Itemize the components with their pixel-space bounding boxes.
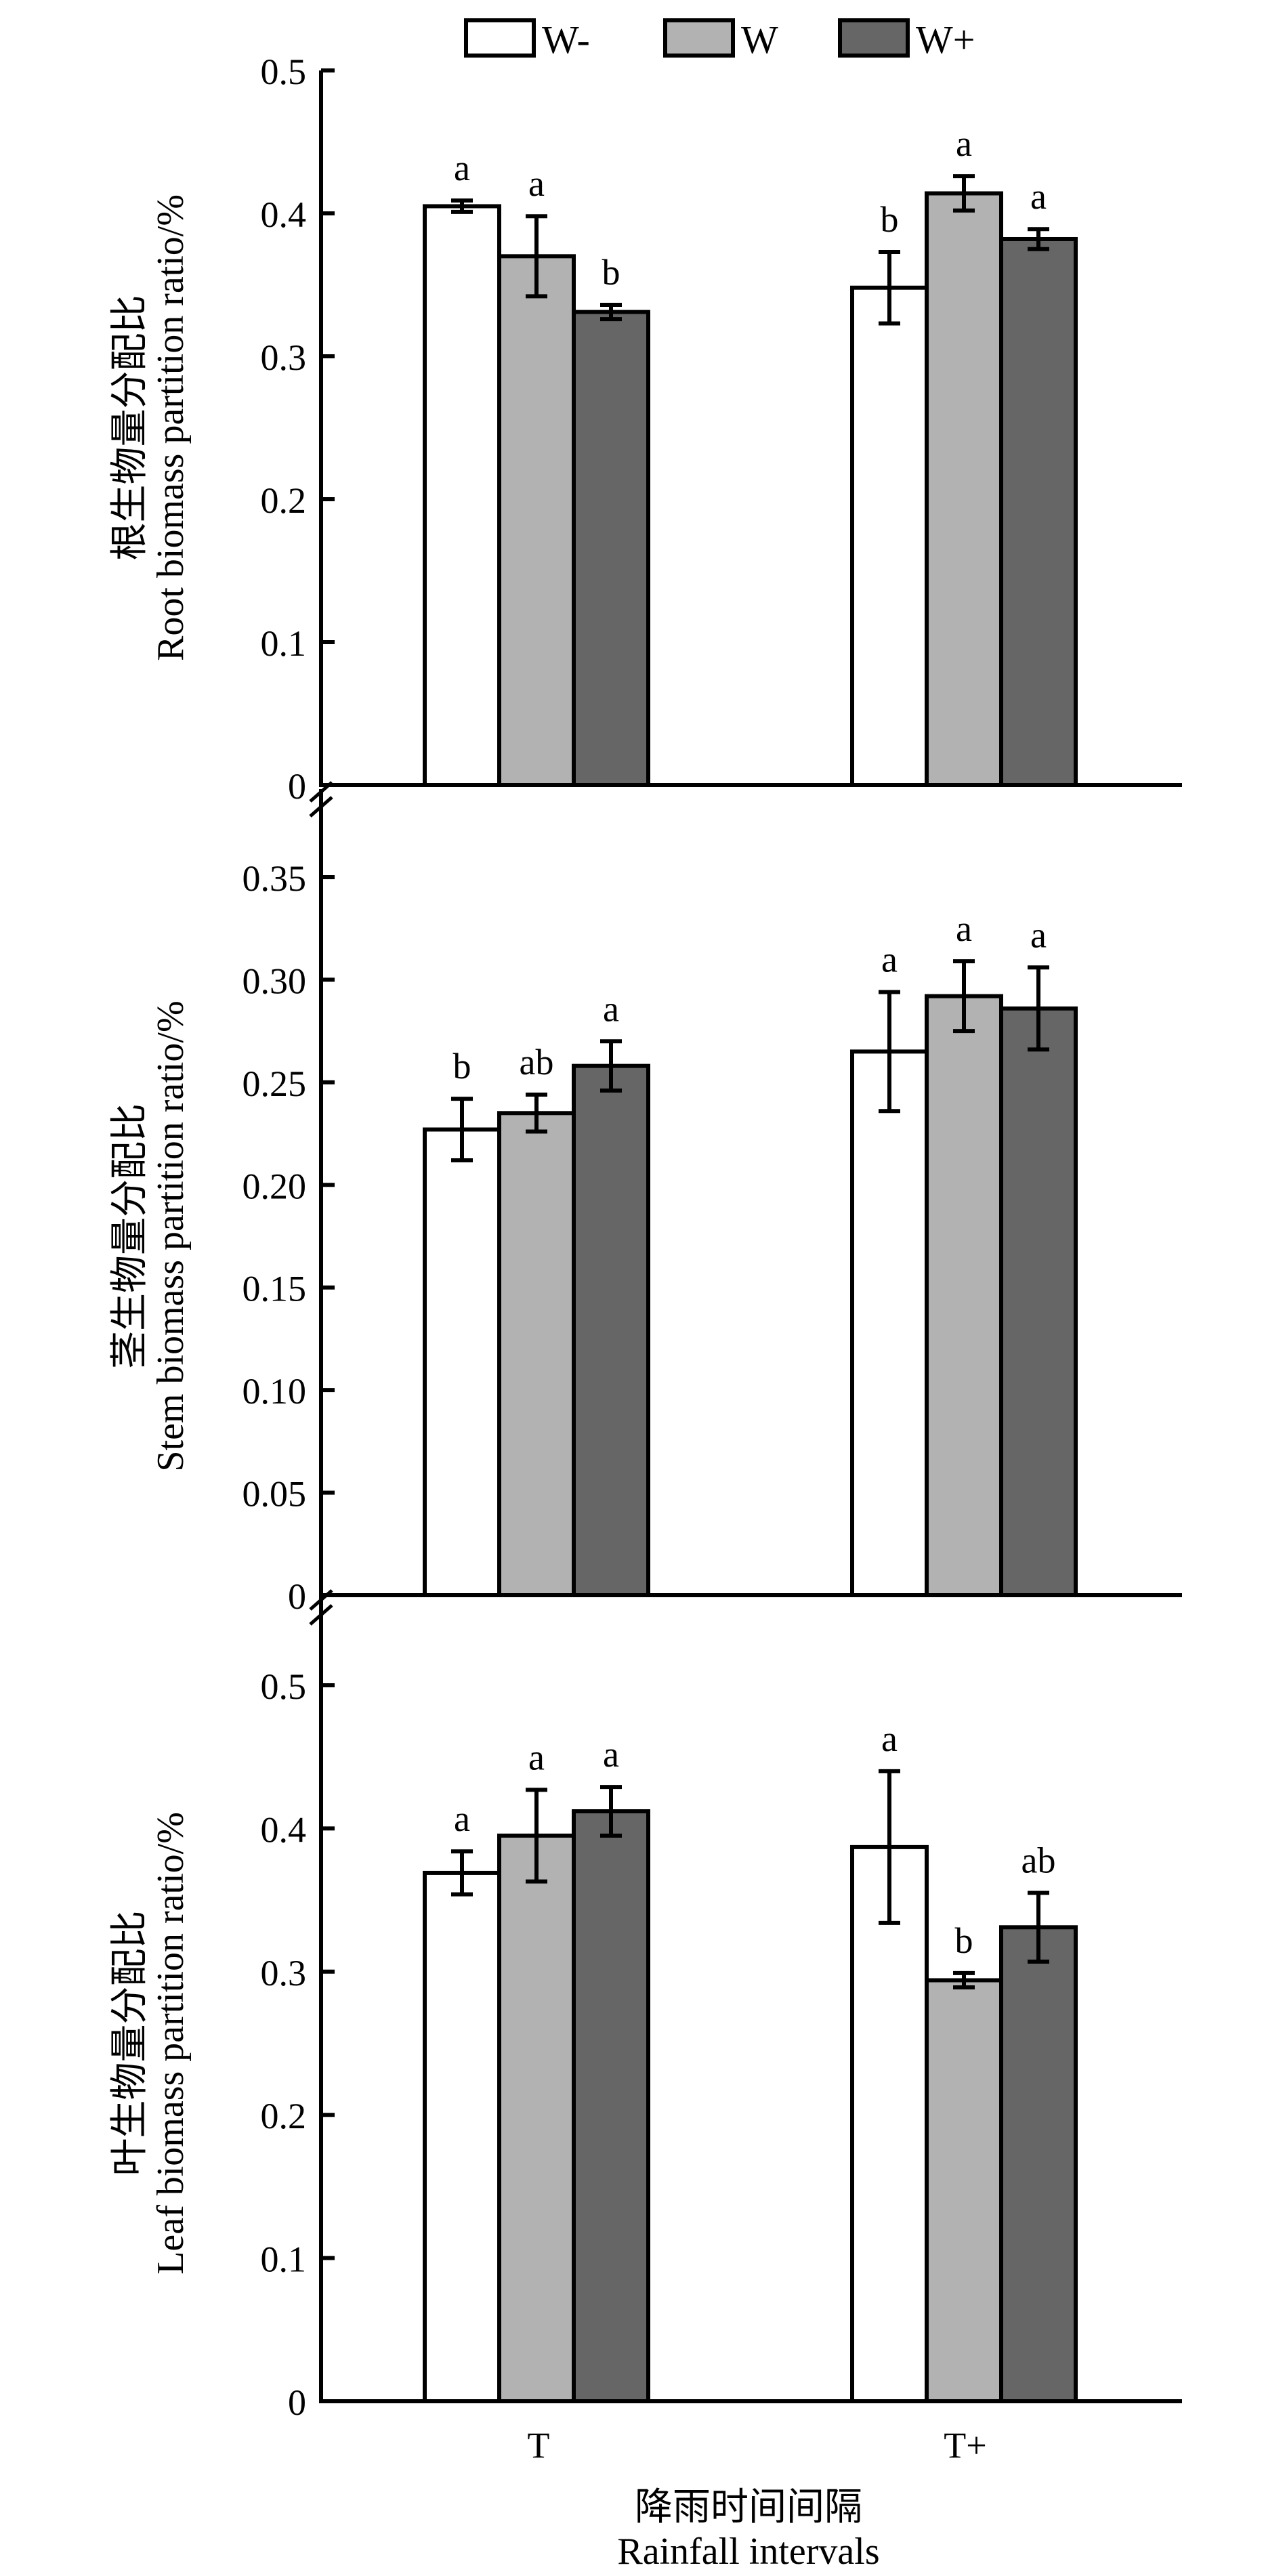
y-tick-label: 0 (288, 766, 306, 807)
x-axis: T T+ 降雨时间间隔 Rainfall intervals (528, 2425, 987, 2573)
y-axis-title: Stem biomass partition ratio/% (150, 1000, 192, 1471)
significance-letter: a (956, 908, 972, 949)
significance-letter: a (1030, 176, 1047, 217)
significance-letter: ab (1021, 1840, 1056, 1881)
bar-root-T-W- (423, 204, 501, 787)
x-tick-label-t: T (528, 2425, 550, 2466)
panel-stem: 0 0.05 0.10 0.15 0.20 0.25 0.30 0.35 茎生物量分配比Stem… (109, 781, 1182, 1617)
bar-stem-T+-W- (850, 1049, 929, 1597)
bar-leaf-T-W- (423, 1870, 501, 2404)
bar-root-T+-W+ (999, 236, 1078, 788)
bar-stem-T-W (497, 1111, 576, 1598)
y-tick-label: 0.1 (261, 2239, 307, 2280)
significance-letter: a (454, 148, 470, 188)
bar-root-T-W+ (572, 310, 650, 787)
y-tick-label: 0.2 (261, 2096, 307, 2136)
bar-leaf-T-W+ (572, 1809, 650, 2403)
legend-swatch (464, 18, 536, 58)
legend-label: W (741, 18, 778, 62)
significance-letter: ab (520, 1042, 554, 1082)
bar-leaf-T+-W- (850, 1844, 929, 2404)
y-tick-label: 0.3 (261, 337, 307, 378)
y-tick-label: 0.05 (243, 1474, 307, 1515)
bar-stem-T-W- (423, 1127, 501, 1597)
bar-leaf-T-W (497, 1833, 576, 2403)
significance-letter: a (881, 939, 898, 980)
y-tick-label: 0.10 (243, 1371, 307, 1412)
x-tick-label-t-plus: T+ (944, 2425, 986, 2466)
significance-letter: a (603, 988, 619, 1029)
significance-letter: a (528, 163, 545, 204)
significance-letter: b (453, 1046, 471, 1086)
bar-root-T+-W (925, 191, 1003, 787)
x-axis-title-cn: 降雨时间间隔 (635, 2487, 862, 2529)
significance-letter: b (881, 199, 899, 240)
y-tick-label: 0.25 (243, 1063, 307, 1104)
y-axis-title-cn: 根生物量分配比 (109, 295, 151, 561)
y-tick-label: 0.30 (243, 960, 307, 1001)
axis-break-mark (309, 1604, 333, 1626)
significance-letter: a (603, 1734, 619, 1775)
y-tick-label: 0.5 (261, 51, 307, 92)
y-tick-label: 0.15 (243, 1269, 307, 1309)
y-tick-label: 0.4 (261, 194, 307, 235)
bar-stem-T+-W (925, 994, 1003, 1597)
y-tick-label: 0.20 (243, 1166, 307, 1206)
bar-stem-T-W+ (572, 1063, 650, 1597)
significance-letter: b (602, 252, 620, 293)
legend-label: W- (542, 18, 590, 62)
legend-item: W+ (838, 18, 975, 62)
legend: W- W W+ (464, 18, 975, 62)
y-tick-label: 0.35 (243, 858, 307, 899)
y-tick-label: 0.1 (261, 623, 307, 664)
axis-break-mark (309, 796, 333, 818)
legend-item: W (663, 18, 778, 62)
y-tick-label: 0 (288, 2382, 306, 2423)
significance-letter: a (528, 1737, 545, 1777)
significance-letter: a (454, 1798, 470, 1839)
y-tick-label: 0.5 (261, 1666, 307, 1707)
axis-break-mark (309, 1589, 333, 1611)
legend-swatch (663, 18, 735, 58)
bar-leaf-T+-W (925, 1978, 1003, 2403)
significance-letter: a (1030, 914, 1047, 955)
y-axis-title: Root biomass partition ratio/% (150, 194, 192, 661)
significance-letter: b (955, 1920, 973, 1961)
axis-break-mark (309, 781, 333, 803)
legend-item: W- (464, 18, 590, 62)
significance-letter: a (881, 1718, 898, 1759)
legend-label: W+ (916, 18, 975, 62)
y-tick-label: 0 (288, 1576, 306, 1617)
y-tick-label: 0.4 (261, 1809, 307, 1850)
bar-stem-T+-W+ (999, 1006, 1078, 1598)
significance-letter: a (956, 123, 972, 164)
y-axis-title-cn: 茎生物量分配比 (109, 1103, 151, 1369)
legend-swatch (838, 18, 910, 58)
y-axis-title: Leaf biomass partition ratio/% (150, 1812, 192, 2275)
y-tick-label: 0.3 (261, 1953, 307, 1993)
x-axis-title: Rainfall intervals (617, 2531, 879, 2573)
bar-root-T-W (497, 254, 576, 787)
bar-root-T+-W- (850, 285, 929, 788)
y-axis-title-cn: 叶生物量分配比 (109, 1911, 151, 2176)
bar-leaf-T+-W+ (999, 1925, 1078, 2404)
y-tick-label: 0.2 (261, 480, 307, 521)
